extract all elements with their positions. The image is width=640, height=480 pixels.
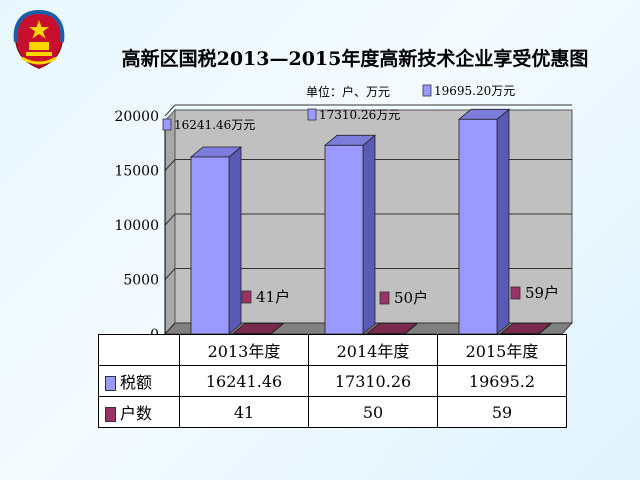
count-label-swatch bbox=[380, 292, 389, 304]
y-tick-label: 15000 bbox=[114, 164, 159, 180]
table-cell: 19695.2 bbox=[438, 366, 567, 397]
count-label-swatch bbox=[511, 287, 520, 299]
table-cell: 50 bbox=[309, 397, 438, 428]
y-tick-label: 20000 bbox=[114, 109, 159, 125]
count-data-label: 41户 bbox=[256, 288, 290, 306]
table-cell: 17310.26 bbox=[309, 366, 438, 397]
tax-label-swatch bbox=[308, 109, 316, 120]
tax-bar-side bbox=[363, 135, 375, 334]
table-row-label: 户数 bbox=[99, 397, 180, 428]
table-row-label: 税额 bbox=[99, 366, 180, 397]
unit-note: 单位：户、万元 bbox=[306, 84, 390, 99]
count-label-swatch bbox=[242, 291, 251, 303]
table-row-count: 户数 41 50 59 bbox=[99, 397, 567, 428]
y-tick-label: 10000 bbox=[114, 218, 159, 234]
table-header-cell: 2014年度 bbox=[309, 335, 438, 366]
tax-data-label: 19695.20万元 bbox=[434, 84, 515, 98]
count-legend-swatch bbox=[105, 407, 116, 422]
tax-bar bbox=[325, 145, 363, 334]
tax-legend-label: 税额 bbox=[120, 373, 152, 392]
table-row-tax: 税额 16241.46 17310.26 19695.2 bbox=[99, 366, 567, 397]
table-cell: 16241.46 bbox=[180, 366, 309, 397]
tax-bar bbox=[459, 119, 497, 334]
table-cell: 59 bbox=[438, 397, 567, 428]
tax-bar-side bbox=[497, 109, 509, 334]
table-corner-cell bbox=[99, 335, 180, 366]
tax-label-swatch bbox=[163, 119, 171, 130]
chart-side-wall bbox=[165, 110, 175, 334]
table-header-cell: 2015年度 bbox=[438, 335, 567, 366]
count-data-label: 50户 bbox=[394, 289, 428, 307]
count-legend-label: 户数 bbox=[120, 404, 152, 423]
tax-data-label: 16241.46万元 bbox=[174, 118, 255, 132]
tax-bar bbox=[191, 157, 229, 334]
table-cell: 41 bbox=[180, 397, 309, 428]
table-header-cell: 2013年度 bbox=[180, 335, 309, 366]
tax-legend-swatch bbox=[105, 376, 116, 391]
data-table: 2013年度 2014年度 2015年度 税额 16241.46 17310.2… bbox=[98, 334, 567, 428]
count-data-label: 59户 bbox=[525, 284, 559, 302]
tax-bar-side bbox=[229, 147, 241, 334]
tax-data-label: 17310.26万元 bbox=[319, 108, 400, 122]
tax-label-swatch bbox=[423, 85, 431, 96]
table-header-row: 2013年度 2014年度 2015年度 bbox=[99, 335, 567, 366]
y-tick-label: 5000 bbox=[123, 273, 159, 289]
